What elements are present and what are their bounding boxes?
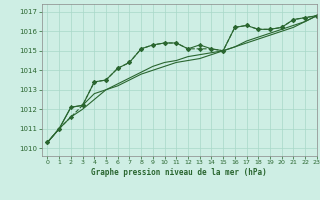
X-axis label: Graphe pression niveau de la mer (hPa): Graphe pression niveau de la mer (hPa) — [91, 168, 267, 177]
